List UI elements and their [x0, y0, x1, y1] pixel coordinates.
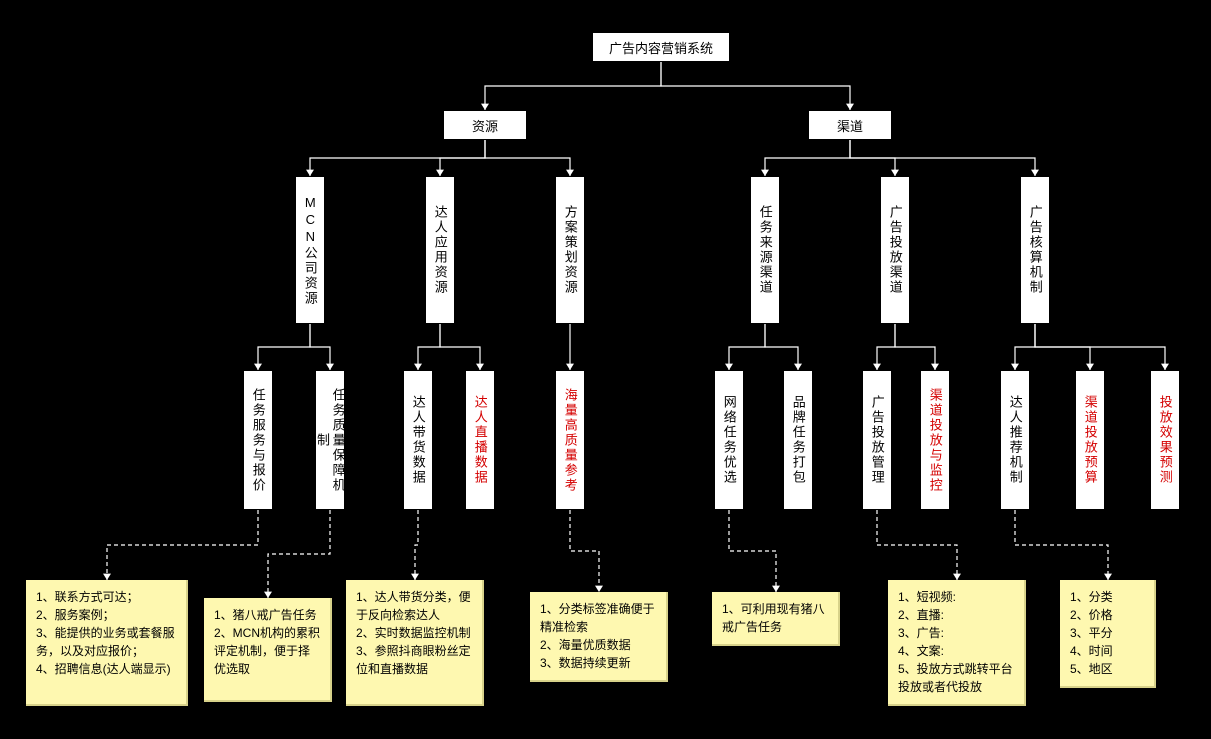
- tree-node-l1_resource: 资源: [443, 110, 527, 140]
- note-n7: 1、分类 2、价格 3、平分 4、时间 5、地区: [1060, 580, 1156, 688]
- tree-node-l2_talent: 达人应用资源: [425, 176, 455, 324]
- tree-node-root: 广告内容营销系统: [592, 32, 730, 62]
- note-n4: 1、分类标签准确便于精准检索 2、海量优质数据 3、数据持续更新: [530, 592, 668, 682]
- tree-node-l2_adcalc: 广告核算机制: [1020, 176, 1050, 324]
- tree-node-l3_ad_a: 广告投放管理: [862, 370, 892, 510]
- tree-node-l3_calc_a: 达人推荐机制: [1000, 370, 1030, 510]
- tree-node-l3_src_a: 网络任务优选: [714, 370, 744, 510]
- tree-node-l3_tal_b: 达人直播数据: [465, 370, 495, 510]
- tree-node-l3_plan_a: 海量高质量参考: [555, 370, 585, 510]
- tree-node-l3_tal_a: 达人带货数据: [403, 370, 433, 510]
- note-n5: 1、可利用现有猪八戒广告任务: [712, 592, 840, 646]
- tree-node-l3_mcn_b: 任务质量保障机制: [315, 370, 345, 510]
- tree-node-l3_mcn_a: 任务服务与报价: [243, 370, 273, 510]
- note-n2: 1、猪八戒广告任务 2、MCN机构的累积评定机制，便于择优选取: [204, 598, 332, 702]
- tree-node-l3_calc_b: 渠道投放预算: [1075, 370, 1105, 510]
- note-n3: 1、达人带货分类，便于反向检索达人 2、实时数据监控机制 3、参照抖商眼粉丝定位…: [346, 580, 484, 706]
- tree-node-l3_ad_b: 渠道投放与监控: [920, 370, 950, 510]
- tree-node-l2_plan: 方案策划资源: [555, 176, 585, 324]
- note-n1: 1、联系方式可达； 2、服务案例； 3、能提供的业务或套餐服务，以及对应报价； …: [26, 580, 188, 706]
- tree-node-l3_src_b: 品牌任务打包: [783, 370, 813, 510]
- tree-node-l2_tasksrc: 任务来源渠道: [750, 176, 780, 324]
- note-n6: 1、短视频: 2、直播: 3、广告: 4、文案: 5、投放方式跳转平台投放或者代…: [888, 580, 1026, 706]
- tree-node-l1_channel: 渠道: [808, 110, 892, 140]
- tree-node-l2_mcn: MCN公司资源: [295, 176, 325, 324]
- tree-node-l3_calc_c: 投放效果预测: [1150, 370, 1180, 510]
- tree-node-l2_adput: 广告投放渠道: [880, 176, 910, 324]
